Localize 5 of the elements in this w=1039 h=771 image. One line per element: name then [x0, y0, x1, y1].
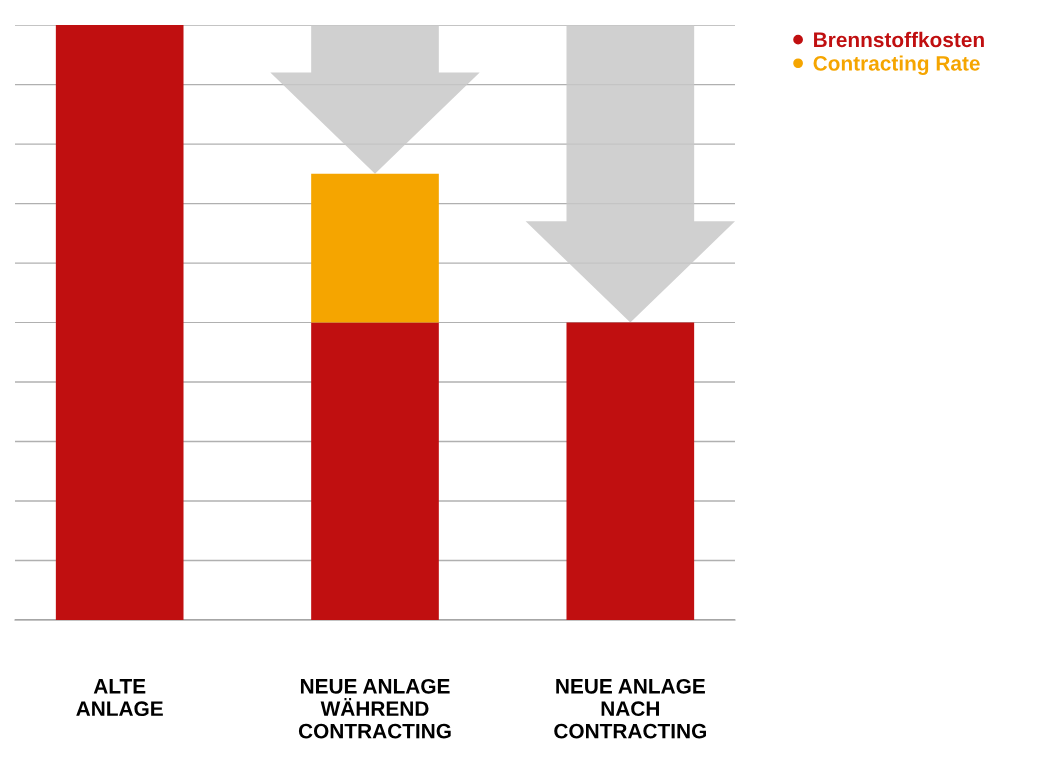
x-tick-label: NEUE ANLAGE WÄHREND CONTRACTING: [298, 678, 451, 739]
legend-label: Contracting Rate: [813, 55, 980, 75]
x-tick-label: NEUE ANLAGE NACH CONTRACTING: [554, 678, 706, 739]
x-tick-label: ALTE ANLAGE: [76, 679, 163, 717]
legend-label: Brennstoffkosten: [814, 31, 984, 48]
